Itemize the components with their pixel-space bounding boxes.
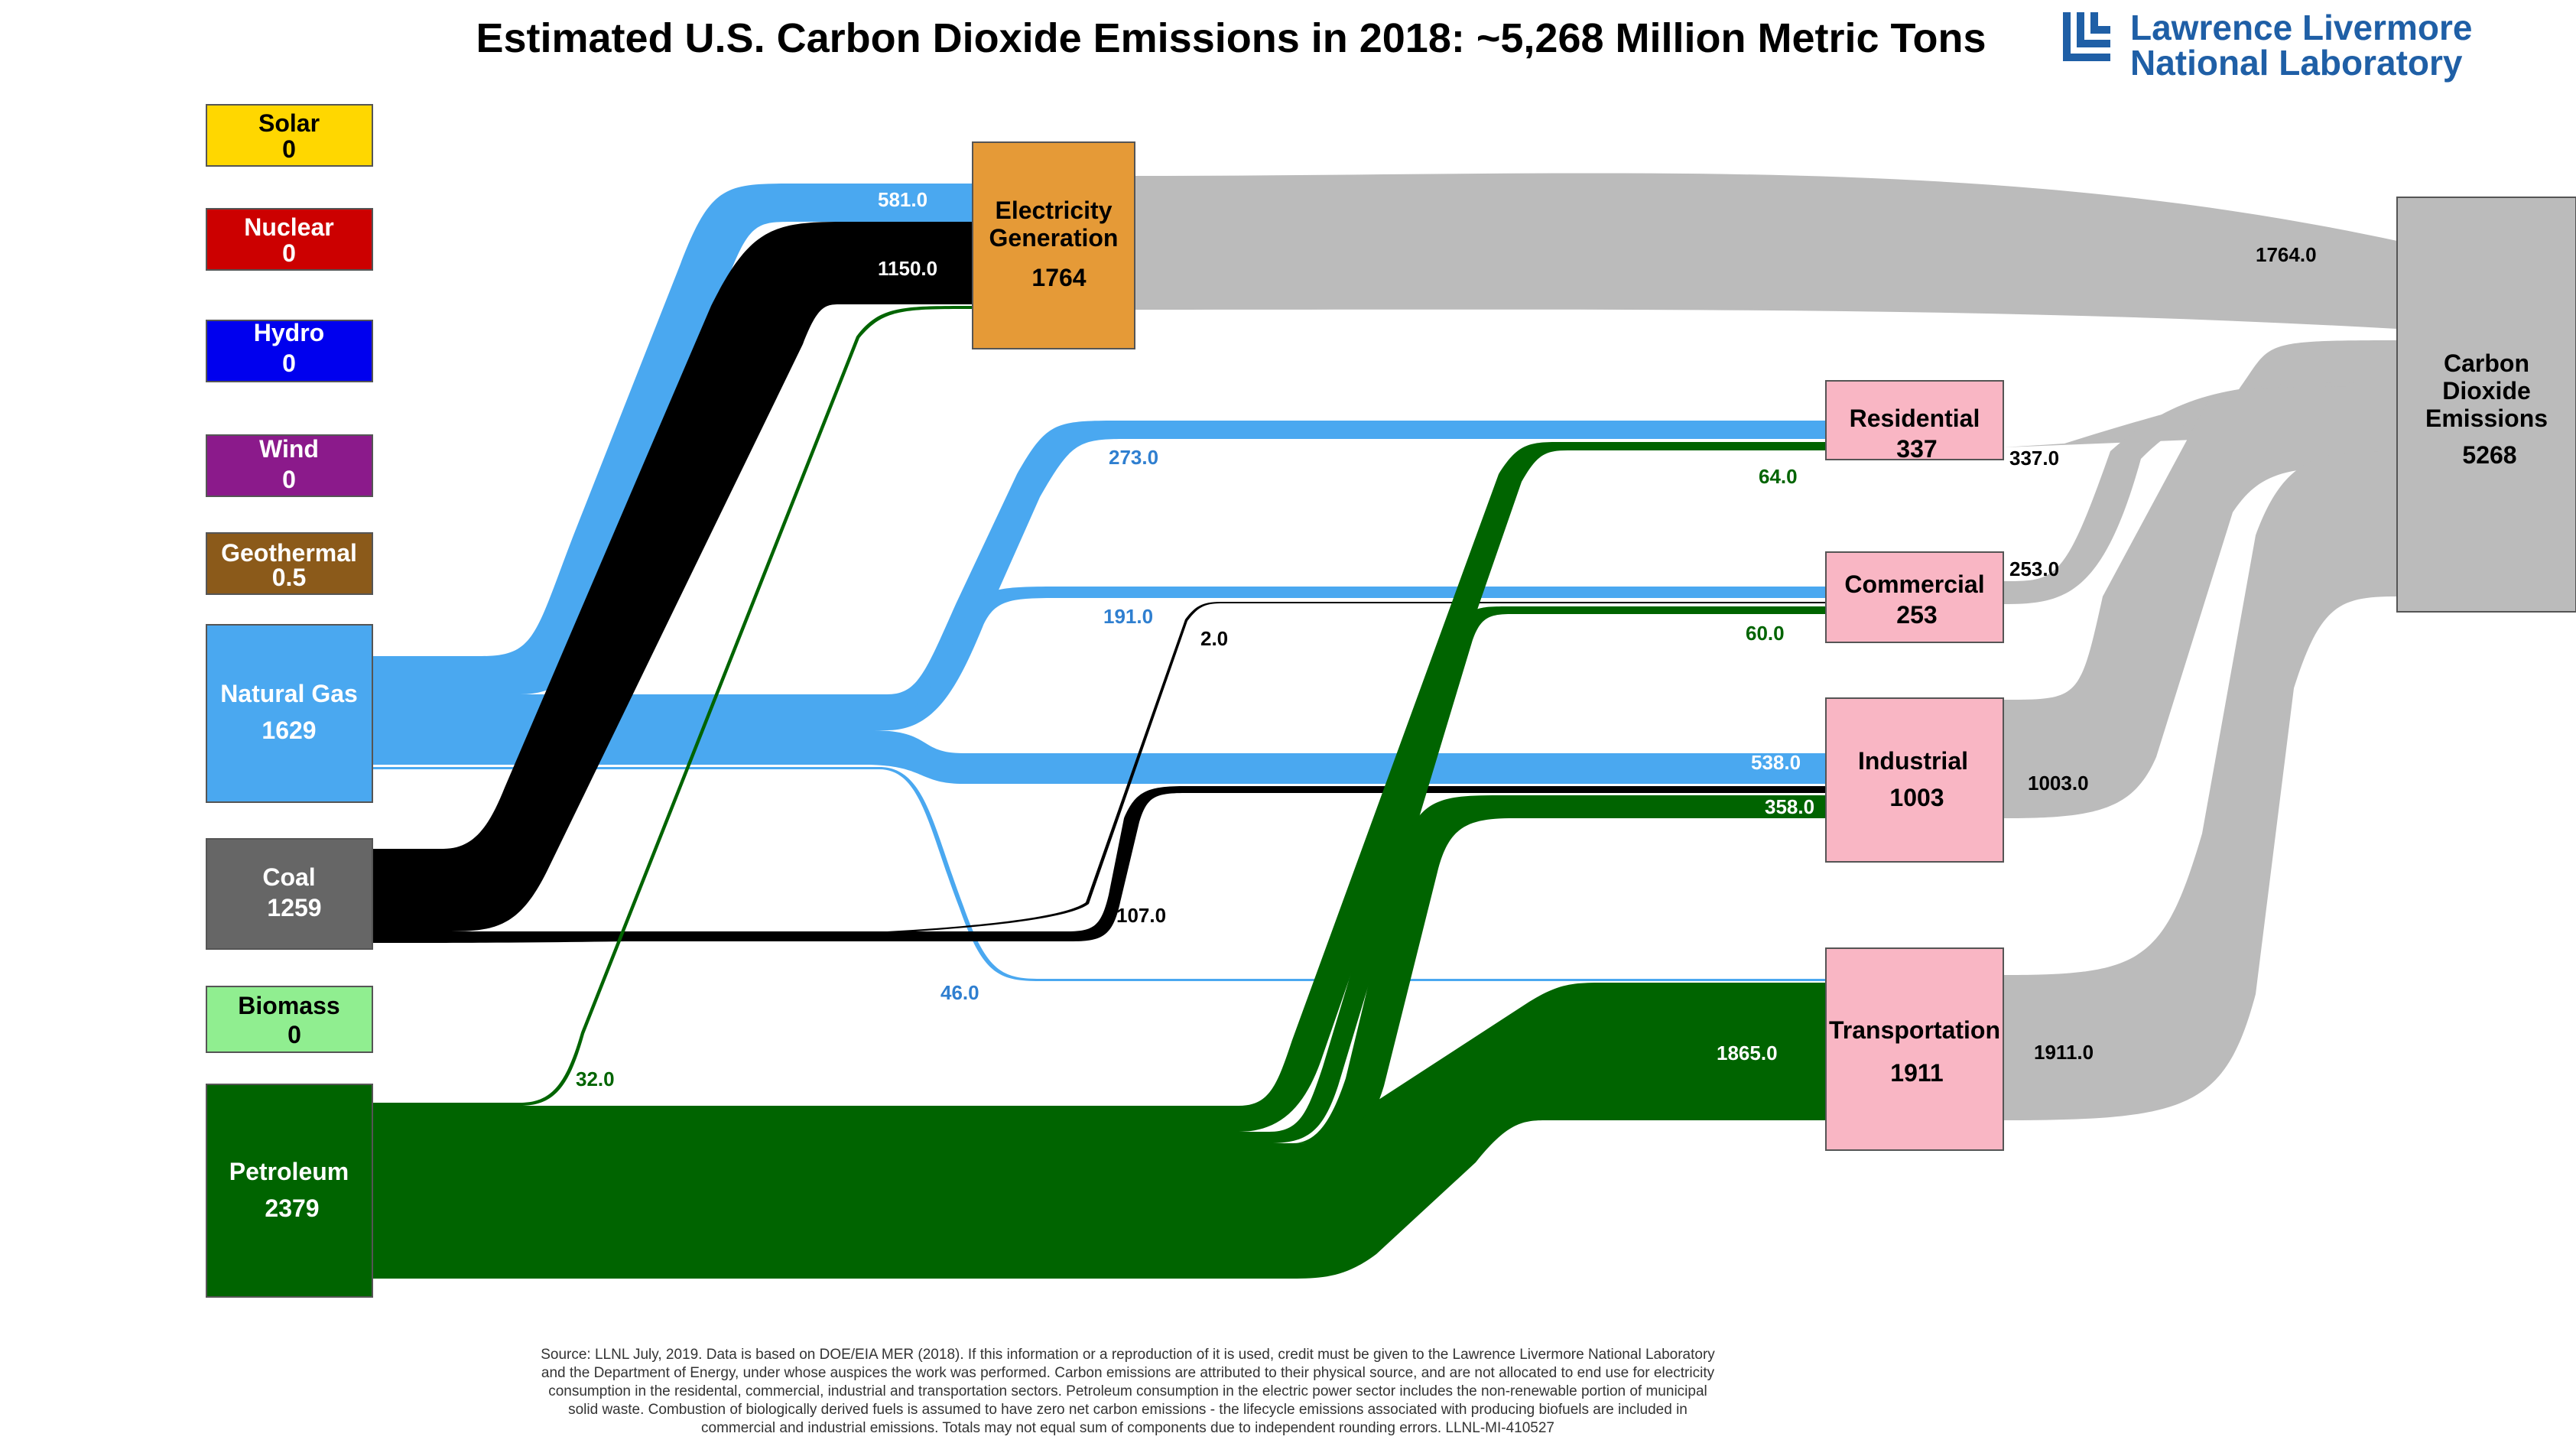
source-node-geothermal: Geothermal 0.5 [206, 532, 373, 595]
flow-label-pet-residential: 64.0 [1759, 465, 1798, 488]
sector-nodes: Residential 337 Commercial 253 Industria… [1825, 380, 2004, 1151]
flow-residential-to-emissions [2003, 340, 2397, 447]
sector-node-industrial: Industrial 1003 [1825, 697, 2004, 863]
solar-label: Solar [258, 109, 320, 137]
llnl-logo: Lawrence Livermore National Laboratory [2063, 8, 2472, 83]
hydro-label: Hydro [254, 319, 324, 346]
flow-label-pet-commercial: 60.0 [1746, 622, 1785, 645]
flow-label-ng-industrial: 538.0 [1751, 751, 1801, 774]
biomass-value: 0 [287, 1021, 301, 1048]
flow-petroleum-to-residential [372, 442, 1826, 1132]
source-node-solar: Solar 0 [206, 104, 373, 167]
flow-natural-gas-to-industrial [372, 730, 1826, 784]
flow-label-commercial-emissions: 253.0 [2009, 557, 2059, 580]
llnl-logo-icon [2063, 12, 2110, 61]
source-node-nuclear: Nuclear 0 [206, 208, 373, 271]
electricity-generation-node: Electricity Generation 1764 [972, 141, 1135, 349]
flow-labels: 581.0 1150.0 32.0 273.0 64.0 191.0 2.0 6… [576, 188, 2317, 1090]
flow-label-transportation-emissions: 1911.0 [2034, 1041, 2094, 1064]
footnote-line-1: Source: LLNL July, 2019. Data is based o… [541, 1347, 1715, 1363]
flow-electricity-to-emissions [1135, 173, 2397, 329]
footnote-line-2: and the Department of Energy, under whos… [541, 1365, 1715, 1381]
footnote-line-4: solid waste. Combustion of biologically … [568, 1402, 1688, 1418]
emissions-node: Carbon Dioxide Emissions 5268 [2396, 197, 2576, 613]
natural-gas-value: 1629 [261, 717, 316, 744]
flow-label-pet-electricity: 32.0 [576, 1068, 615, 1090]
footnote: Source: LLNL July, 2019. Data is based o… [541, 1347, 1715, 1436]
source-node-coal: Coal 1259 [206, 838, 373, 950]
electricity-label-line-1: Electricity [996, 197, 1113, 224]
wind-value: 0 [282, 466, 296, 493]
footnote-line-5: commercial and industrial emissions. Tot… [701, 1420, 1554, 1436]
flow-commercial-to-emissions [2003, 382, 2397, 604]
emissions-label-line-2: Dioxide [2442, 377, 2531, 405]
flow-label-coal-electricity: 1150.0 [878, 257, 937, 280]
residential-label: Residential [1850, 405, 1980, 432]
flow-label-ng-residential: 273.0 [1109, 446, 1158, 469]
chart-title: Estimated U.S. Carbon Dioxide Emissions … [476, 15, 1986, 61]
flows [372, 173, 2397, 1279]
source-node-biomass: Biomass 0 [206, 986, 373, 1053]
flow-coal-to-electricity [372, 222, 973, 931]
residential-value: 337 [1896, 435, 1937, 463]
biomass-label: Biomass [238, 992, 339, 1019]
natural-gas-label: Natural Gas [220, 680, 358, 707]
logo-line-2: National Laboratory [2130, 43, 2463, 83]
flow-natural-gas-to-electricity [372, 184, 973, 694]
sector-node-commercial: Commercial 253 [1825, 551, 2004, 643]
flow-label-pet-industrial: 358.0 [1765, 795, 1814, 818]
nuclear-label: Nuclear [244, 213, 333, 241]
flow-label-coal-industrial: 107.0 [1116, 904, 1166, 927]
footnote-line-3: consumption in the residental, commercia… [548, 1383, 1707, 1399]
electricity-label-line-2: Generation [989, 224, 1119, 252]
flow-label-residential-emissions: 337.0 [2009, 447, 2059, 470]
solar-value: 0 [282, 135, 296, 163]
source-nodes: Solar 0 Nuclear 0 Hydro 0 Wind 0 Geother… [206, 104, 373, 1298]
flow-industrial-to-emissions [2003, 386, 2397, 818]
source-node-petroleum: Petroleum 2379 [206, 1084, 373, 1298]
flow-transportation-to-emissions [2003, 451, 2397, 1120]
flow-label-industrial-emissions: 1003.0 [2028, 772, 2089, 795]
emissions-value: 5268 [2462, 441, 2516, 469]
emissions-label-line-3: Emissions [2425, 405, 2548, 432]
transportation-label: Transportation [1829, 1016, 2000, 1044]
electricity-value: 1764 [1031, 264, 1086, 291]
flow-label-coal-commercial: 2.0 [1200, 627, 1228, 650]
flow-petroleum-to-transportation [372, 983, 1826, 1279]
flow-label-ng-electricity: 581.0 [878, 188, 927, 211]
sector-node-residential: Residential 337 [1825, 380, 2004, 463]
industrial-value: 1003 [1889, 784, 1944, 811]
source-node-natural-gas: Natural Gas 1629 [206, 624, 373, 803]
geothermal-value: 0.5 [272, 564, 306, 591]
transportation-value: 1911 [1890, 1059, 1943, 1087]
hydro-value: 0 [282, 349, 296, 377]
wind-label: Wind [259, 435, 319, 463]
emissions-label-line-1: Carbon [2444, 349, 2529, 377]
commercial-value: 253 [1896, 601, 1937, 629]
coal-label: Coal [262, 863, 315, 891]
flow-label-pet-transportation: 1865.0 [1717, 1042, 1778, 1064]
commercial-label: Commercial [1844, 570, 1984, 598]
flow-label-ng-transportation: 46.0 [940, 981, 979, 1004]
source-node-hydro: Hydro 0 [206, 319, 373, 382]
flow-label-ng-commercial: 191.0 [1103, 605, 1153, 628]
geothermal-label: Geothermal [221, 539, 357, 567]
logo-line-1: Lawrence Livermore [2130, 8, 2472, 47]
source-node-wind: Wind 0 [206, 434, 373, 497]
petroleum-label: Petroleum [229, 1158, 349, 1185]
nuclear-value: 0 [282, 239, 296, 267]
flow-label-electricity-emissions: 1764.0 [2256, 243, 2317, 266]
coal-value: 1259 [267, 894, 321, 921]
sector-node-transportation: Transportation 1911 [1825, 947, 2004, 1151]
petroleum-value: 2379 [265, 1194, 319, 1222]
industrial-label: Industrial [1858, 747, 1968, 775]
